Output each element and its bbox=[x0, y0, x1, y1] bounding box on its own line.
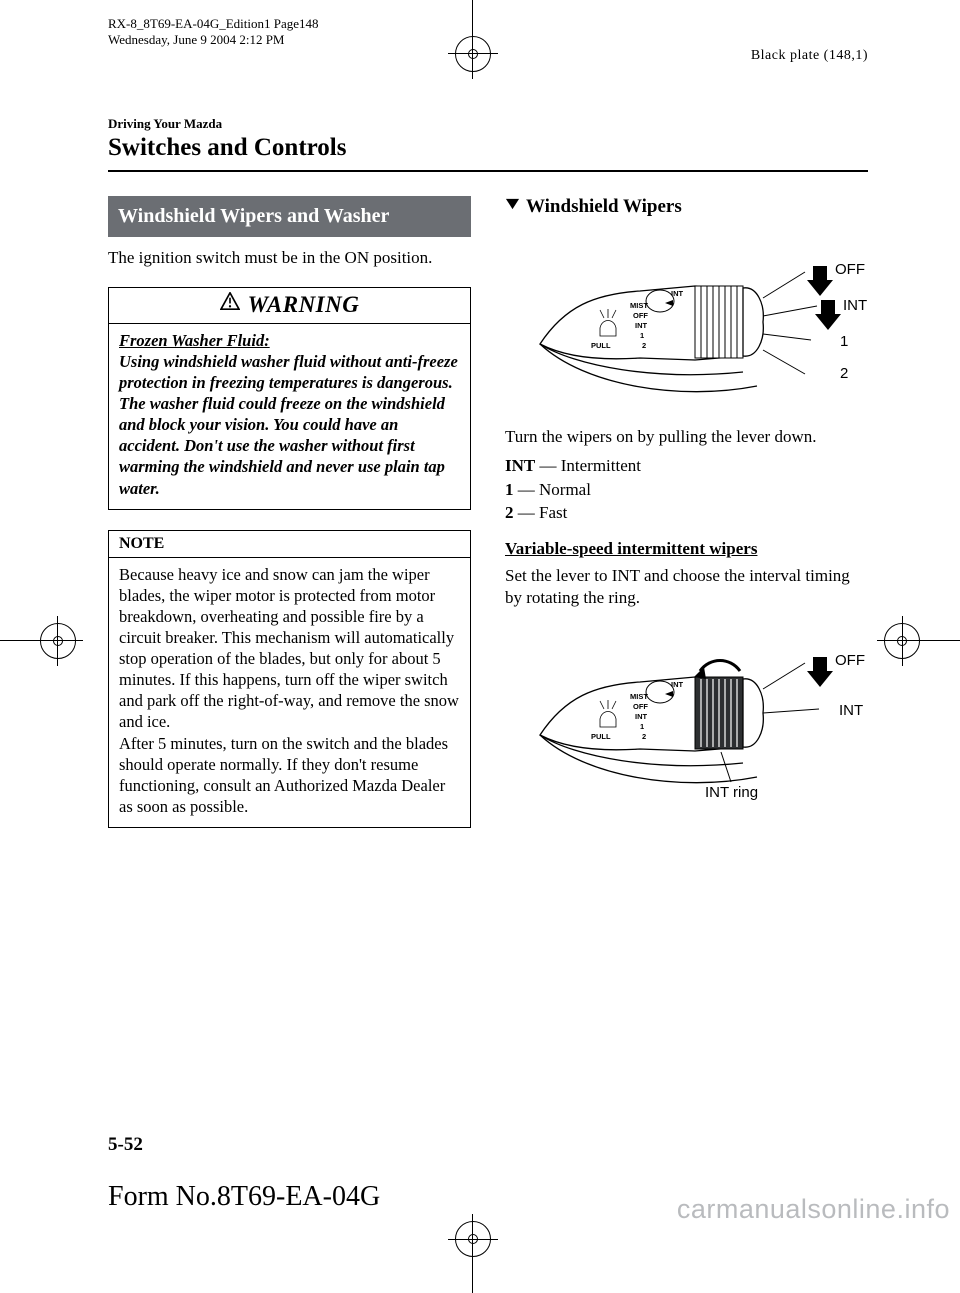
fig1-label-2: 2 bbox=[840, 365, 848, 382]
watermark: carmanualsonline.info bbox=[677, 1194, 950, 1225]
fig2-label-int: INT bbox=[839, 702, 863, 719]
triangle-down-icon bbox=[505, 196, 520, 211]
plate-label: Black plate (148,1) bbox=[751, 48, 868, 64]
warning-title-text: WARNING bbox=[248, 292, 360, 317]
sub-heading-text: Windshield Wipers bbox=[526, 196, 682, 217]
fig2-ring-label: INT ring bbox=[705, 784, 758, 801]
print-meta: RX-8_8T69-EA-04G_Edition1 Page148 Wednes… bbox=[108, 16, 319, 48]
print-meta-line2: Wednesday, June 9 2004 2:12 PM bbox=[108, 32, 319, 48]
right-column: Windshield Wipers bbox=[505, 196, 868, 828]
fig1-stalk-4: 2 bbox=[642, 341, 646, 350]
header-title: Switches and Controls bbox=[108, 134, 868, 162]
fig1-label-int: INT bbox=[843, 297, 867, 314]
fig1-stalk-2: INT bbox=[635, 321, 648, 330]
fig2-stalk-4: 2 bbox=[642, 732, 646, 741]
left-column: Windshield Wipers and Washer The ignitio… bbox=[108, 196, 471, 828]
warning-text: Using windshield washer fluid without an… bbox=[119, 351, 460, 499]
fig1-label-off: OFF bbox=[835, 261, 865, 278]
figure-int-ring: PULL MIST OFF INT 1 2 INT bbox=[505, 627, 868, 802]
fig2-stalk-1: OFF bbox=[633, 702, 648, 711]
form-number: Form No.8T69-EA-04G bbox=[108, 1181, 380, 1213]
warning-triangle-icon bbox=[220, 292, 240, 310]
figure-wiper-stalk: PULL MIST OFF INT 1 2 INT bbox=[505, 236, 868, 416]
section-bar: Windshield Wipers and Washer bbox=[108, 196, 471, 237]
fig2-stalk-3: 1 bbox=[640, 722, 644, 731]
fig1-caption: Turn the wipers on by pulling the lever … bbox=[505, 426, 868, 448]
page-number: 5-52 bbox=[108, 1134, 143, 1156]
fig1-pull: PULL bbox=[591, 341, 611, 350]
columns: Windshield Wipers and Washer The ignitio… bbox=[108, 196, 868, 828]
header-eyebrow: Driving Your Mazda bbox=[108, 116, 868, 132]
note-title: NOTE bbox=[109, 531, 470, 558]
warning-title: WARNING bbox=[109, 288, 470, 324]
warning-body: Frozen Washer Fluid: Using windshield wa… bbox=[109, 324, 470, 509]
fig1-stalk-1: OFF bbox=[633, 311, 648, 320]
header-rule bbox=[108, 170, 868, 172]
fig2-stalk-2: INT bbox=[635, 712, 648, 721]
fig2-stalk-0: MIST bbox=[630, 692, 648, 701]
fig1-label-1: 1 bbox=[840, 333, 848, 350]
fig1-stalk-3: 1 bbox=[640, 331, 644, 340]
def-int: INT ― Intermittent bbox=[505, 454, 868, 478]
print-meta-line1: RX-8_8T69-EA-04G_Edition1 Page148 bbox=[108, 16, 319, 32]
variable-speed-body: Set the lever to INT and choose the inte… bbox=[505, 565, 868, 609]
warning-box: WARNING Frozen Washer Fluid: Using winds… bbox=[108, 287, 471, 510]
page-content: Driving Your Mazda Switches and Controls… bbox=[108, 116, 868, 828]
variable-speed-heading: Variable-speed intermittent wipers bbox=[505, 539, 868, 559]
fig2-pull: PULL bbox=[591, 732, 611, 741]
note-box: NOTE Because heavy ice and snow can jam … bbox=[108, 530, 471, 828]
intro-text: The ignition switch must be in the ON po… bbox=[108, 247, 471, 269]
svg-text:INT: INT bbox=[671, 680, 684, 689]
def-1: 1 ― Normal bbox=[505, 478, 868, 502]
fig1-stalk-0: MIST bbox=[630, 301, 648, 310]
def-2: 2 ― Fast bbox=[505, 501, 868, 525]
fig2-label-off: OFF bbox=[835, 652, 865, 669]
note-body: Because heavy ice and snow can jam the w… bbox=[109, 558, 470, 827]
svg-text:INT: INT bbox=[671, 289, 684, 298]
warning-sub: Frozen Washer Fluid: bbox=[119, 331, 270, 350]
sub-heading: Windshield Wipers bbox=[505, 196, 868, 218]
